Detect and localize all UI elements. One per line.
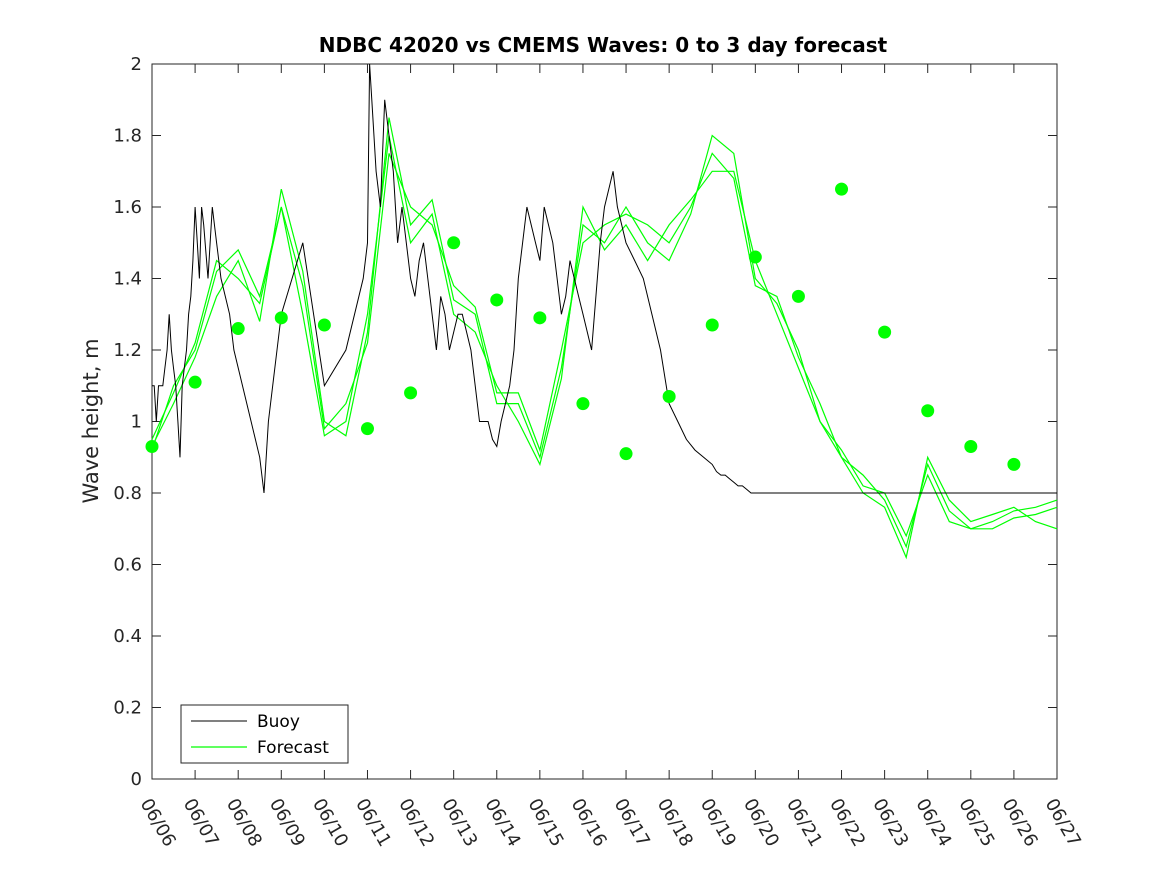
forecast-point (404, 386, 418, 400)
y-tick-label: 1.8 (113, 126, 142, 147)
y-tick-label: 0 (131, 769, 142, 790)
forecast-point (317, 318, 331, 332)
y-tick-label: 0.4 (113, 626, 142, 647)
axes-box (151, 63, 1058, 780)
forecast-point (188, 375, 202, 389)
legend-buoy-label: Buoy (257, 712, 300, 732)
forecast-point (662, 389, 676, 403)
legend: Buoy Forecast (180, 704, 349, 764)
forecast-line (151, 152, 1058, 560)
forecast-point (835, 182, 849, 196)
forecast-point (964, 440, 978, 454)
forecast-line (151, 135, 1058, 538)
y-axis-label: Wave height, m (79, 338, 103, 503)
forecast-point (705, 318, 719, 332)
forecast-point (533, 311, 547, 325)
forecast-point (490, 293, 504, 307)
y-tick-label: 1.6 (113, 197, 142, 218)
buoy-line (152, 63, 1057, 494)
legend-box (180, 704, 349, 764)
forecast-point (619, 447, 633, 461)
y-tick-label: 1 (131, 412, 142, 433)
y-tick-label: 2 (131, 54, 142, 75)
forecast-point (576, 397, 590, 411)
y-tick-label: 0.2 (113, 698, 142, 719)
forecast-point (1007, 457, 1021, 471)
forecast-point (748, 250, 762, 264)
forecast-point (274, 311, 288, 325)
y-tick-label: 0.8 (113, 483, 142, 504)
legend-forecast-label: Forecast (257, 738, 329, 758)
forecast-line (151, 117, 1058, 549)
forecast-point (360, 422, 374, 436)
chart-title: NDBC 42020 vs CMEMS Waves: 0 to 3 day fo… (319, 33, 888, 57)
forecast-point (447, 236, 461, 250)
forecast-point (145, 440, 159, 454)
forecast-point (878, 325, 892, 339)
forecast-point (231, 322, 245, 336)
series-group (145, 63, 1058, 560)
forecast-point (791, 289, 805, 303)
forecast-point (921, 404, 935, 418)
y-tick-label: 1.2 (113, 340, 142, 361)
y-tick-label: 1.4 (113, 269, 142, 290)
y-tick-label: 0.6 (113, 555, 142, 576)
